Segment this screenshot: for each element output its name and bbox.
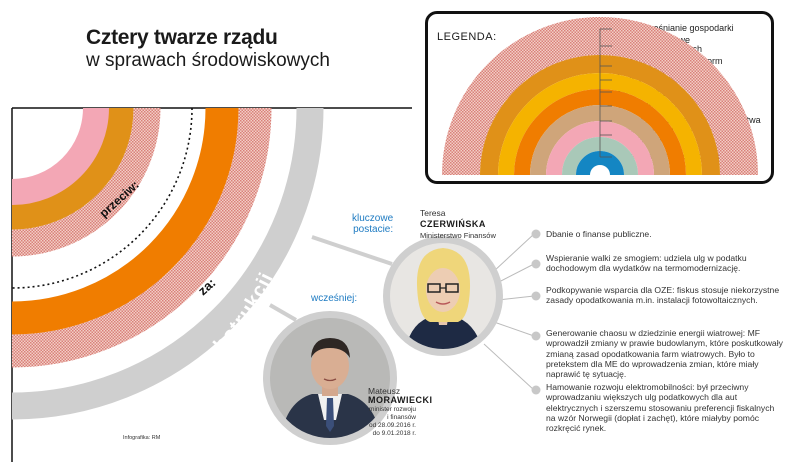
person-morawiecki-first: Mateusz	[368, 386, 401, 396]
bullet-dots	[531, 229, 541, 395]
legend-title: LEGENDA:	[437, 31, 497, 43]
person-czerwinska: Teresa CZERWIŃSKA Ministerstwo Finansów	[420, 208, 496, 241]
bullet-item-2: Wspieranie walki ze smogiem: udziela ulg…	[546, 253, 747, 274]
key-figures-label: kluczowe postacie:	[352, 213, 394, 235]
bullet-item-5: Hamowanie rozwoju elektromobilności: był…	[546, 382, 775, 434]
page-title: Cztery twarze rządu	[86, 26, 278, 49]
portrait-czerwinska	[390, 243, 496, 349]
person-czerwinska-surname: CZERWIŃSKA	[420, 219, 486, 229]
legend-item: walka ze smogiem	[618, 74, 693, 84]
page-subtitle: w sprawach środowiskowych	[86, 50, 330, 71]
person-morawiecki-role: minister rozwoju i finansów od 28.09.201…	[369, 406, 416, 437]
legend-item: rentowność spółek Skarbu Państwa	[618, 115, 761, 125]
legend-item: ulgi podatkowe dla aut elektrycznych	[618, 35, 703, 54]
connector-czerwinska	[311, 235, 393, 266]
bullet-item-3: Podkopywanie wsparcia dla OZE: fiskus st…	[546, 285, 780, 306]
portrait-morawiecki	[270, 318, 390, 438]
bullet-item-1: Dbanie o finanse publiczne.	[546, 229, 652, 239]
person-czerwinska-first: Teresa	[420, 208, 446, 218]
credit: Infografika: RM	[123, 435, 161, 441]
bullet-connectors	[483, 233, 535, 391]
legend-item: unowocześnianie gospodarki	[618, 23, 734, 33]
person-czerwinska-role: Ministerstwo Finansów	[420, 231, 496, 240]
person-morawiecki-surname: MORAWIECKI	[368, 395, 433, 405]
previously-label: wcześniej:	[311, 293, 358, 304]
legend-item: energia węglowa	[618, 86, 686, 96]
person-morawiecki: Mateusz MORAWIECKI minister rozwoju i fi…	[368, 387, 433, 438]
bullet-item-4: Generowanie chaosu w dziedzinie energii …	[546, 328, 783, 380]
legend-item: wsparcie dla OZE	[618, 100, 690, 110]
connector-morawiecki	[269, 303, 297, 322]
legend-item: ustępstwa wobec Brukseli	[618, 151, 722, 161]
legend-item: ograniczenie roli węgla w gospodarce	[618, 125, 710, 144]
legend-item: restrykcje dotyczące norm jakości węgla	[618, 56, 723, 75]
